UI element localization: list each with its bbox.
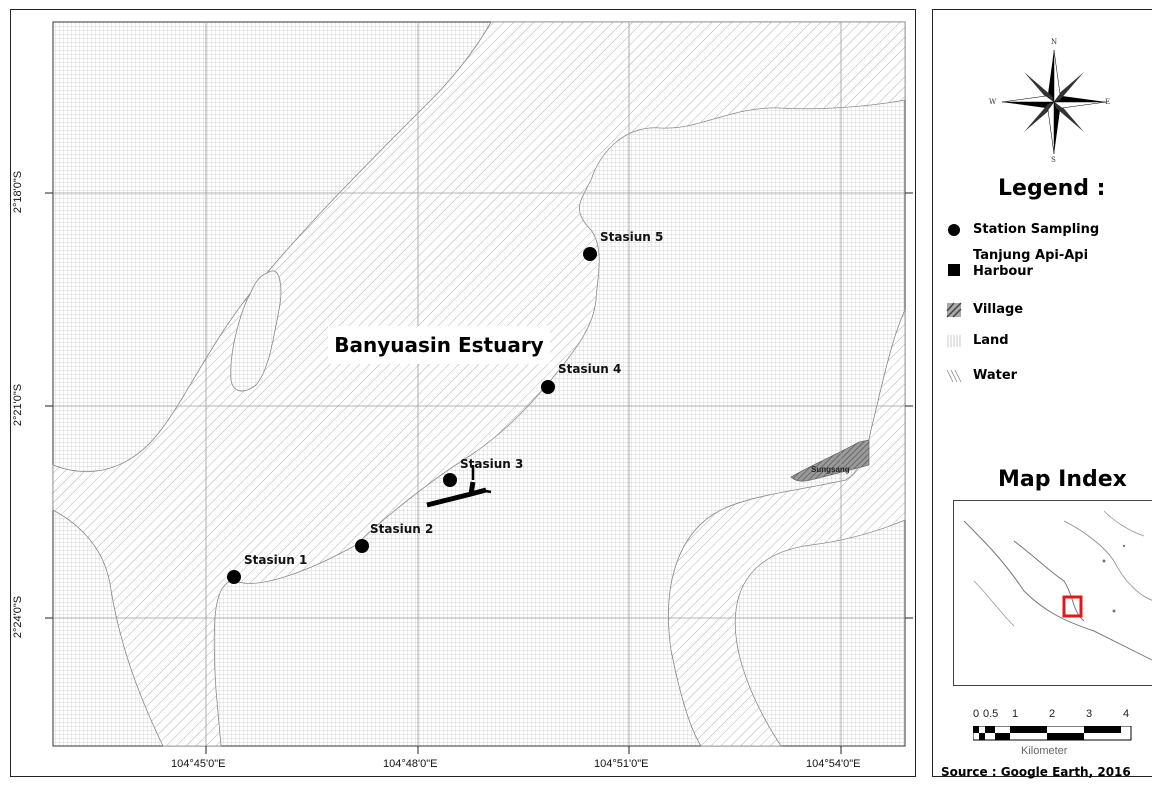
station-1-label: Stasiun 1 bbox=[244, 553, 308, 567]
compass-n: N bbox=[1051, 38, 1058, 46]
scale-unit: Kilometer bbox=[1021, 745, 1068, 757]
scale-tick-05: 0.5 bbox=[983, 708, 999, 720]
compass-s: S bbox=[1051, 156, 1056, 164]
scale-tick-2: 2 bbox=[1049, 708, 1056, 720]
square-icon bbox=[948, 264, 960, 276]
lat-tick-1: 2°18'0"S bbox=[12, 170, 25, 214]
legend-title: Legend : bbox=[998, 176, 1106, 201]
scale-tick-4: 4 bbox=[1123, 708, 1130, 720]
island bbox=[230, 270, 282, 392]
compass-e: E bbox=[1105, 98, 1111, 106]
station-5-label: Stasiun 5 bbox=[600, 230, 664, 244]
map-canvas bbox=[45, 21, 913, 754]
map-index-title: Map Index bbox=[998, 467, 1127, 492]
grid-icon bbox=[947, 335, 961, 347]
station-4-marker bbox=[541, 380, 555, 394]
lon-tick-3: 104°51'0"E bbox=[594, 758, 649, 770]
source-credit: Source : Google Earth, 2016 bbox=[941, 765, 1131, 779]
village-label: Sungsang bbox=[811, 465, 850, 474]
legend-station: Station Sampling bbox=[973, 222, 1100, 237]
village-area bbox=[790, 439, 870, 482]
harbour-jetty bbox=[471, 465, 492, 494]
lon-tick-1: 104°45'0"E bbox=[171, 758, 226, 770]
legend-land: Land bbox=[973, 333, 1009, 348]
circle-icon bbox=[948, 224, 960, 236]
station-3-marker bbox=[443, 473, 457, 487]
graticule bbox=[53, 22, 905, 746]
scale-tick-3: 3 bbox=[1086, 708, 1093, 720]
scale-tick-0: 0 bbox=[973, 708, 980, 720]
estuary-title: Banyuasin Estuary bbox=[328, 326, 550, 364]
water-estuary bbox=[52, 21, 906, 747]
station-5-marker bbox=[583, 247, 597, 261]
index-highlight-box bbox=[1062, 595, 1083, 618]
legend-harbour: Tanjung Api-Api Harbour bbox=[973, 248, 1089, 279]
diagonal-hatch-icon bbox=[946, 369, 962, 383]
compass-rose-icon bbox=[1001, 49, 1107, 155]
station-4-label: Stasiun 4 bbox=[558, 362, 622, 376]
station-1-marker bbox=[227, 570, 241, 584]
lat-tick-2: 2°21'0"S bbox=[12, 383, 25, 427]
scale-bar bbox=[973, 726, 1132, 741]
legend-village: Village bbox=[973, 302, 1024, 317]
compass-w: W bbox=[989, 98, 997, 106]
lat-tick-3: 2°24'0"S bbox=[12, 595, 25, 639]
lon-tick-4: 104°54'0"E bbox=[806, 758, 861, 770]
inset-map bbox=[963, 510, 1152, 661]
station-3-label: Stasiun 3 bbox=[460, 457, 524, 471]
legend-water: Water bbox=[973, 368, 1018, 383]
station-2-label: Stasiun 2 bbox=[370, 522, 434, 536]
side-panel: N S E W Legend : Station Sampling Tanjun… bbox=[932, 9, 1152, 779]
map-index-inset bbox=[953, 500, 1152, 686]
dense-hatch-icon bbox=[946, 302, 962, 318]
scale-tick-1: 1 bbox=[1012, 708, 1019, 720]
lon-tick-2: 104°48'0"E bbox=[383, 758, 438, 770]
map-frame: Banyuasin Estuary Sungsang Stasiun 1 Sta… bbox=[10, 9, 916, 777]
station-2-marker bbox=[355, 539, 369, 553]
